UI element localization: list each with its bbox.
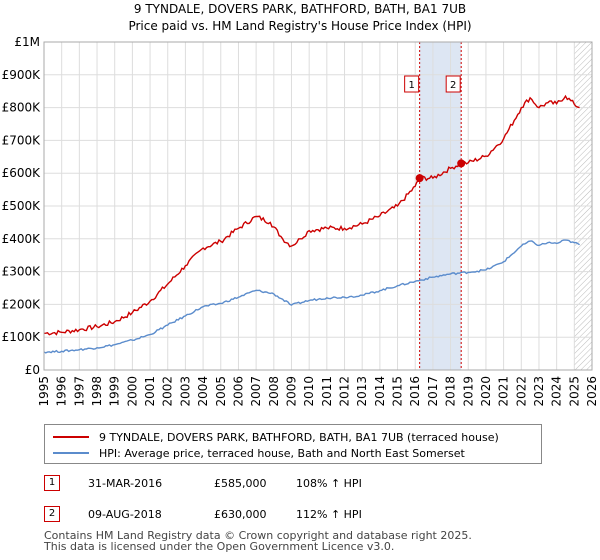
x-tick-label: 2016	[408, 376, 422, 407]
x-tick-label: 2020	[479, 376, 493, 407]
sale-marker-badge: 2	[44, 506, 60, 522]
y-tick-label: £800K	[2, 101, 42, 115]
legend-item-property: 9 TYNDALE, DOVERS PARK, BATHFORD, BATH, …	[53, 429, 499, 445]
legend-label-property: 9 TYNDALE, DOVERS PARK, BATHFORD, BATH, …	[99, 430, 499, 444]
sale-label-box	[404, 75, 420, 93]
y-tick-label: £600K	[2, 166, 42, 180]
sale-hpi-change: 112% ↑ HPI	[296, 508, 362, 521]
x-tick-label: 2002	[161, 376, 175, 407]
y-tick-label: £1M	[14, 35, 40, 49]
y-tick-label: £100K	[2, 330, 42, 344]
x-tick-label: 2010	[302, 376, 316, 407]
y-tick-label: £500K	[2, 199, 42, 213]
x-tick-label: 1998	[90, 376, 104, 407]
y-tick-label: £400K	[2, 232, 42, 246]
x-tick-label: 2006	[231, 376, 245, 407]
property-price-line	[43, 94, 580, 336]
x-tick-label: 2015	[391, 376, 405, 407]
sale-date: 31-MAR-2016	[88, 477, 163, 490]
x-tick-label: 2000	[125, 376, 139, 407]
legend: 9 TYNDALE, DOVERS PARK, BATHFORD, BATH, …	[44, 424, 542, 464]
x-tick-label: 2021	[497, 376, 511, 407]
x-tick-label: 1999	[108, 376, 122, 407]
x-tick-label: 2009	[284, 376, 298, 407]
x-tick-label: 2019	[461, 376, 475, 407]
y-tick-label: £200K	[2, 297, 42, 311]
x-tick-label: 2014	[373, 376, 387, 407]
x-tick-label: 2005	[214, 376, 228, 407]
x-tick-label: 2007	[249, 376, 263, 407]
x-tick-label: 2012	[338, 376, 352, 407]
legend-item-hpi: HPI: Average price, terraced house, Bath…	[53, 445, 465, 461]
sale-row-1: 1 31-MAR-2016 £585,000 108% ↑ HPI	[44, 475, 564, 493]
y-tick-label: £0	[25, 363, 40, 377]
x-tick-label: 2013	[355, 376, 369, 407]
sale-point	[415, 174, 424, 183]
sale-date: 09-AUG-2018	[88, 508, 162, 521]
x-tick-label: 2004	[196, 376, 210, 407]
footer-copyright: Contains HM Land Registry data © Crown c…	[44, 529, 472, 542]
footer: Contains HM Land Registry data © Crown c…	[44, 530, 472, 552]
x-tick-label: 1996	[55, 376, 69, 407]
hpi-line	[43, 239, 580, 354]
x-tick-label: 2024	[550, 376, 564, 407]
x-tick-label: 2018	[444, 376, 458, 407]
x-tick-label: 2026	[585, 376, 599, 407]
x-tick-label: 2011	[320, 376, 334, 407]
x-tick-label: 2001	[143, 376, 157, 407]
y-tick-label: £700K	[2, 133, 42, 147]
sale-point	[457, 159, 466, 168]
sale-label: 1	[408, 80, 414, 91]
sale-row-2: 2 09-AUG-2018 £630,000 112% ↑ HPI	[44, 506, 564, 524]
legend-line-red	[53, 436, 89, 438]
x-tick-label: 2022	[514, 376, 528, 407]
x-tick-label: 2023	[532, 376, 546, 407]
sale-price: £630,000	[214, 508, 267, 521]
legend-label-hpi: HPI: Average price, terraced house, Bath…	[99, 446, 465, 460]
x-tick-label: 2003	[178, 376, 192, 407]
x-tick-label: 2017	[426, 376, 440, 407]
y-tick-label: £900K	[2, 68, 42, 82]
sale-hpi-change: 108% ↑ HPI	[296, 477, 362, 490]
chart-title: 9 TYNDALE, DOVERS PARK, BATHFORD, BATH, …	[134, 2, 466, 16]
plot-border	[43, 41, 593, 371]
legend-line-blue	[53, 452, 89, 454]
sale-label: 2	[450, 80, 456, 91]
x-tick-label: 1997	[72, 376, 86, 407]
y-tick-label: £300K	[2, 265, 42, 279]
x-tick-label: 2025	[567, 376, 581, 407]
sale-price: £585,000	[214, 477, 267, 490]
price-chart: 9 TYNDALE, DOVERS PARK, BATHFORD, BATH, …	[2, 2, 599, 407]
chart-subtitle: Price paid vs. HM Land Registry's House …	[128, 19, 471, 33]
footer-licence: This data is licensed under the Open Gov…	[44, 540, 395, 553]
sale-label-box	[445, 75, 461, 93]
x-tick-label: 1995	[37, 376, 51, 407]
x-tick-label: 2008	[267, 376, 281, 407]
sale-marker-badge: 1	[44, 475, 60, 491]
